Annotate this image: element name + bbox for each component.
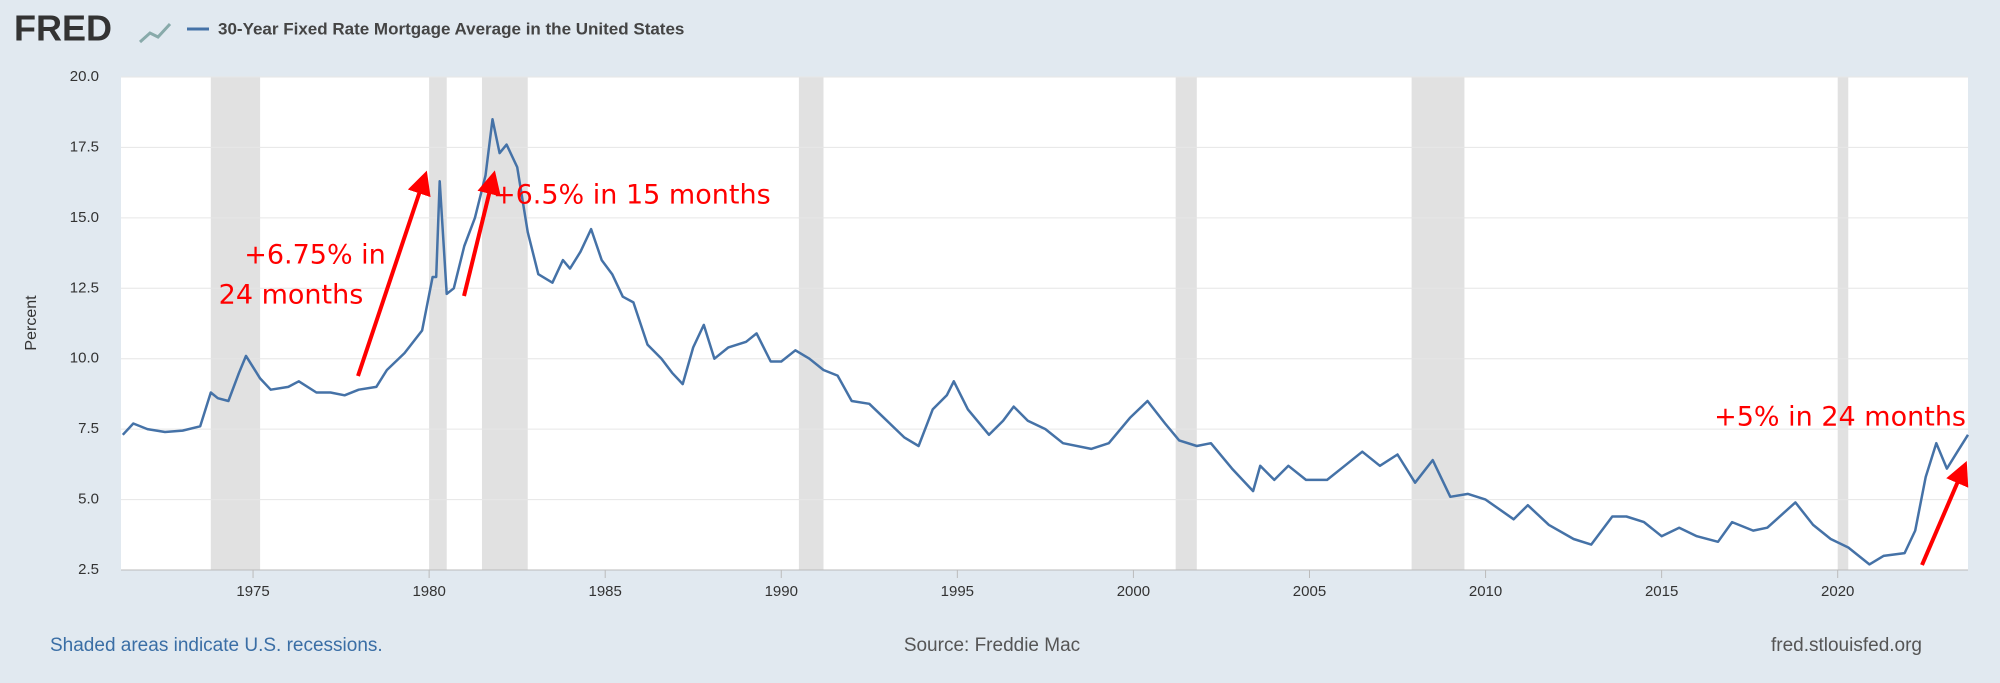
recession-note[interactable]: Shaded areas indicate U.S. recessions. <box>50 635 383 656</box>
x-tick-label: 2015 <box>1645 583 1678 600</box>
x-tick-label: 1980 <box>412 583 445 600</box>
annotation: +6.75% in <box>244 240 386 271</box>
y-axis-label: Percent <box>23 295 40 351</box>
plot-area <box>121 77 1968 570</box>
arrow <box>462 170 501 297</box>
x-tick-label: 2005 <box>1293 583 1326 600</box>
x-tick-label: 1985 <box>589 583 622 600</box>
data-line <box>121 118 1970 566</box>
site[interactable]: fred.stlouisfed.org <box>1771 635 1922 656</box>
x-tick-label: 1990 <box>765 583 798 600</box>
y-tick-label: 7.5 <box>78 420 99 437</box>
x-tick-label: 2010 <box>1469 583 1502 600</box>
annotation: +5% in 24 months <box>1714 402 1966 433</box>
recession-band <box>481 77 528 570</box>
recession-band <box>429 77 447 570</box>
recession-band <box>798 77 824 570</box>
recession-band <box>1411 77 1465 570</box>
y-tick-label: 12.5 <box>70 279 99 296</box>
recession-band <box>1175 77 1197 570</box>
annotation: +6.5% in 15 months <box>493 180 771 211</box>
annotation: 24 months <box>219 280 364 311</box>
y-tick-label: 2.5 <box>78 561 99 578</box>
x-tick-label: 2020 <box>1821 583 1854 600</box>
x-tick-label: 1975 <box>236 583 269 600</box>
x-tick-label: 2000 <box>1117 583 1150 600</box>
y-tick-label: 10.0 <box>70 350 99 367</box>
x-tick-label: 1995 <box>941 583 974 600</box>
y-tick-label: 20.0 <box>70 68 99 85</box>
arrow <box>1920 460 1969 566</box>
y-tick-label: 17.5 <box>70 138 99 155</box>
logo-icon <box>138 22 172 44</box>
legend-label[interactable]: 30-Year Fixed Rate Mortgage Average in t… <box>218 19 684 38</box>
recession-band <box>1837 77 1849 570</box>
arrow <box>356 170 431 377</box>
y-tick-label: 15.0 <box>70 209 99 226</box>
y-tick-label: 5.0 <box>78 491 99 508</box>
recession-band <box>210 77 261 570</box>
logo: FRED <box>14 8 112 49</box>
source: Source: Freddie Mac <box>904 635 1080 656</box>
